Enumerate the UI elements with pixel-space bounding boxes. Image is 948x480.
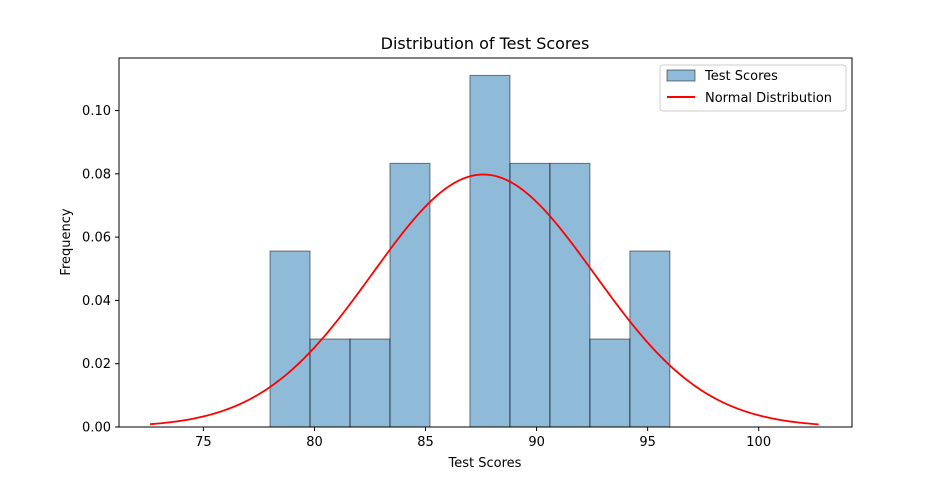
chart-title: Distribution of Test Scores xyxy=(381,34,590,53)
x-axis-label: Test Scores xyxy=(448,456,522,471)
normal-curve-layer xyxy=(150,173,819,426)
x-tick-label-0: 75 xyxy=(195,435,212,450)
legend-label-normal-distribution: Normal Distribution xyxy=(705,91,832,106)
y-axis-ticks: 0.00 0.02 0.04 0.06 0.08 0.10 xyxy=(82,104,119,436)
histogram-bar-2 xyxy=(349,338,391,428)
plot-area-frame xyxy=(118,57,853,428)
histogram-bar-7 xyxy=(549,162,591,428)
y-tick-label-3: 0.06 xyxy=(82,231,111,246)
legend-swatch-test-scores xyxy=(666,69,696,82)
legend-box xyxy=(659,64,847,112)
histogram-bars xyxy=(269,74,671,428)
histogram-bar-8 xyxy=(589,338,631,428)
histogram-bar-3 xyxy=(389,162,431,428)
legend-label-test-scores: Test Scores xyxy=(704,69,778,84)
histogram-bar-1 xyxy=(309,338,351,428)
histogram-bar-6 xyxy=(509,162,551,428)
x-tick-label-5: 100 xyxy=(746,435,771,450)
x-axis-ticks: 75 80 85 90 95 100 xyxy=(195,427,771,450)
x-tick-label-4: 95 xyxy=(639,435,656,450)
y-tick-label-0: 0.00 xyxy=(82,421,111,436)
y-tick-label-1: 0.02 xyxy=(82,357,111,372)
normal-distribution-line xyxy=(150,173,819,426)
x-tick-label-2: 85 xyxy=(417,435,434,450)
x-tick-label-3: 90 xyxy=(528,435,545,450)
y-tick-label-5: 0.10 xyxy=(82,104,111,119)
x-tick-label-1: 80 xyxy=(306,435,323,450)
legend: Test Scores Normal Distribution xyxy=(659,64,847,112)
histogram-bar-5 xyxy=(469,74,511,428)
histogram-bar-0 xyxy=(269,250,311,428)
y-tick-label-2: 0.04 xyxy=(82,294,111,309)
y-tick-label-4: 0.08 xyxy=(82,167,111,182)
y-axis-label: Frequency xyxy=(59,208,74,275)
histogram-bar-9 xyxy=(629,250,671,428)
